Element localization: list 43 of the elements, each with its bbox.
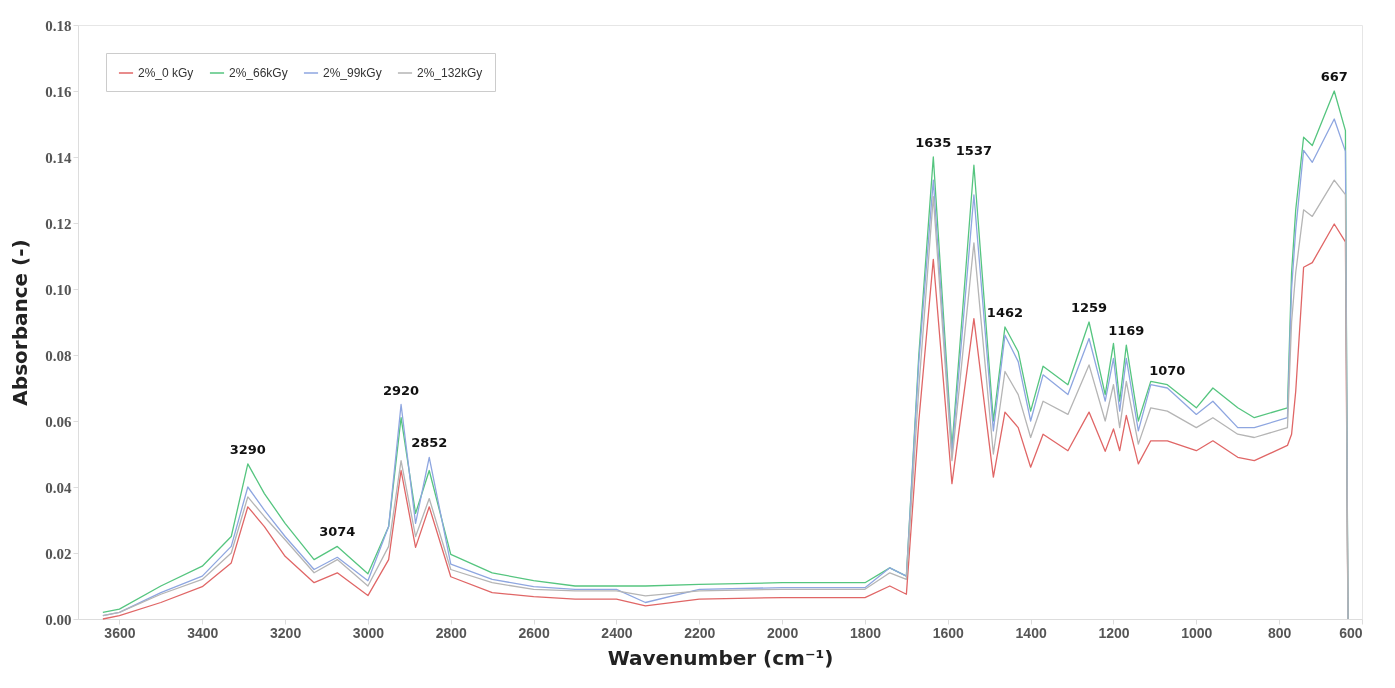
legend-label: 2%_99kGy (323, 66, 382, 80)
y-tick-label: 0.02 (45, 545, 72, 562)
legend-label: 2%_0 kGy (138, 66, 194, 80)
y-tick-label: 0.08 (45, 347, 72, 364)
x-tick-label: 2800 (435, 624, 468, 641)
x-tick-label: 1400 (1015, 624, 1047, 641)
annotation: 1462 (986, 304, 1024, 320)
x-tick-label: 2600 (518, 624, 550, 641)
x-tick-label: 3600 (104, 624, 136, 641)
legend-label: 2%_66kGy (229, 66, 288, 80)
x-tick-label: 1000 (1181, 624, 1213, 641)
annotation: 1169 (1108, 323, 1145, 339)
x-tick-label: 1600 (932, 624, 965, 641)
x-tick-label: 3400 (187, 624, 219, 641)
annotation: 1070 (1149, 362, 1186, 378)
annotation: 3290 (229, 441, 266, 457)
x-tick-label: 2200 (684, 624, 716, 641)
y-tick-label: 0.06 (45, 413, 72, 430)
x-tick-label: 1800 (849, 624, 882, 641)
x-tick-label: 3200 (270, 624, 302, 641)
y-tick-label: 0.14 (45, 149, 72, 166)
y-tick-label: 0.04 (45, 479, 72, 496)
legend-label: 2%_132kGy (417, 66, 483, 80)
y-axis-title: Absorbance (-) (8, 239, 33, 406)
annotation: 667 (1320, 69, 1348, 84)
x-tick-label: 3000 (352, 624, 385, 641)
annotation: 3074 (319, 524, 356, 540)
y-tick-label: 0.16 (45, 83, 72, 100)
y-tick-label: 0.12 (45, 215, 72, 232)
x-tick-label: 600 (1339, 624, 1363, 641)
x-tick-label: 800 (1267, 624, 1292, 641)
y-tick-label: 0.10 (45, 281, 72, 298)
x-axis-title: Wavenumber (cm⁻¹) (607, 645, 834, 670)
annotation: 1537 (955, 143, 992, 159)
y-tick-label: 0.18 (45, 17, 72, 34)
x-tick-label: 1200 (1098, 624, 1130, 641)
annotation: 1259 (1070, 300, 1108, 315)
x-tick-label: 2400 (601, 624, 633, 641)
annotation: 1635 (915, 135, 952, 150)
annotation: 2852 (411, 435, 448, 451)
annotation: 2920 (382, 382, 420, 398)
x-tick-label: 2000 (767, 624, 799, 641)
y-tick-label: 0.00 (45, 611, 72, 628)
